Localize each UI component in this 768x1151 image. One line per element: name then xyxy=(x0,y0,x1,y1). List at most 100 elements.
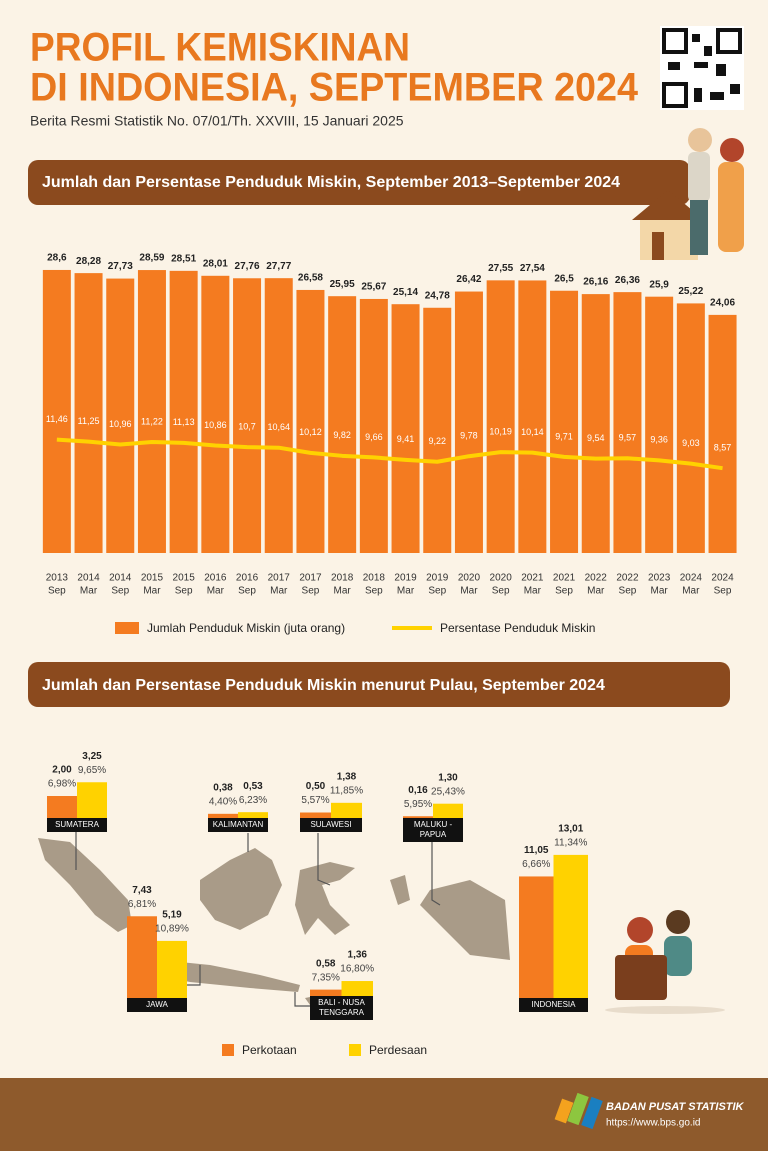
x-tick-year: 2016 xyxy=(236,573,259,584)
region-label-box: SULAWESI xyxy=(300,818,362,832)
x-tick-year: 2013 xyxy=(46,573,69,584)
bar-value-label: 27,55 xyxy=(488,263,513,274)
region-label: KALIMANTAN xyxy=(208,818,268,832)
bar-percent-label: 4,40% xyxy=(209,796,237,807)
region-label: JAWA xyxy=(127,998,187,1012)
x-tick-year: 2017 xyxy=(299,573,322,584)
bar-value-label: 28,28 xyxy=(76,256,101,267)
line-value-label: 9,36 xyxy=(650,435,668,445)
bar xyxy=(238,812,268,818)
region-label-box: SUMATERA xyxy=(47,818,107,832)
bar xyxy=(328,296,357,553)
x-tick-year: 2015 xyxy=(141,573,164,584)
legend-label: Perdesaan xyxy=(369,1043,427,1057)
region-label-box: BALI - NUSA TENGGARA xyxy=(310,996,373,1020)
bar-value-label: 27,73 xyxy=(108,261,133,272)
bar xyxy=(518,280,547,553)
bar-value-label: 11,05 xyxy=(524,845,549,856)
legend-swatch xyxy=(349,1044,361,1056)
region-label: MALUKU - PAPUA xyxy=(403,818,463,842)
bar xyxy=(169,270,198,553)
x-tick-year: 2014 xyxy=(77,573,100,584)
region-label: INDONESIA xyxy=(519,998,588,1012)
line-value-label: 9,78 xyxy=(460,431,478,441)
legend-swatch xyxy=(115,622,139,634)
bar-value-label: 3,25 xyxy=(82,751,102,762)
bar xyxy=(208,813,238,818)
bar xyxy=(553,854,588,998)
x-tick-month: Sep xyxy=(428,586,446,597)
connector-lines xyxy=(75,832,441,1007)
bar xyxy=(645,296,674,553)
bar-percent-label: 5,57% xyxy=(301,795,329,806)
illustration-people xyxy=(605,910,725,1014)
bar-value-label: 1,38 xyxy=(337,771,357,782)
line-value-label: 9,03 xyxy=(682,438,700,448)
legend-label: Persentase Penduduk Miskin xyxy=(440,621,595,635)
bar xyxy=(233,278,262,553)
bar xyxy=(264,278,293,553)
line-value-label: 9,41 xyxy=(397,434,415,444)
bar-value-label: 27,77 xyxy=(266,261,291,272)
bar-percent-label: 25,43% xyxy=(431,786,465,797)
x-tick-year: 2019 xyxy=(426,573,449,584)
bar-percent-label: 11,34% xyxy=(554,838,587,849)
qr-code xyxy=(660,26,744,110)
line-value-label: 11,46 xyxy=(46,414,68,424)
bar xyxy=(359,298,388,553)
bar-percent-label: 5,95% xyxy=(404,799,432,810)
section-header xyxy=(28,160,690,205)
legend-label: Perkotaan xyxy=(242,1043,297,1057)
line-value-label: 9,71 xyxy=(555,431,573,441)
x-tick-year: 2021 xyxy=(553,573,576,584)
bar-value-label: 26,5 xyxy=(554,273,574,284)
line-value-label: 9,82 xyxy=(333,430,351,440)
bar xyxy=(454,291,483,553)
x-tick-month: Sep xyxy=(365,586,383,597)
line-value-label: 9,54 xyxy=(587,433,605,443)
x-tick-month: Mar xyxy=(207,586,225,597)
bar xyxy=(708,314,737,553)
footer-org: BADAN PUSAT STATISTIK xyxy=(606,1101,745,1113)
x-tick-year: 2021 xyxy=(521,573,544,584)
x-tick-year: 2020 xyxy=(458,573,481,584)
bar xyxy=(47,796,77,818)
x-tick-month: Mar xyxy=(460,586,478,597)
bar-value-label: 25,14 xyxy=(393,287,418,298)
x-tick-month: Sep xyxy=(492,586,510,597)
bar xyxy=(676,303,705,553)
title-line: DI INDONESIA, SEPTEMBER 2024 xyxy=(30,66,639,110)
bar-percent-label: 11,85% xyxy=(330,785,363,796)
x-tick-year: 2018 xyxy=(363,573,386,584)
bar-value-label: 26,36 xyxy=(615,275,640,286)
bar xyxy=(341,981,373,996)
footer-url[interactable]: https://www.bps.go.id xyxy=(606,1118,701,1129)
x-tick-month: Sep xyxy=(48,586,66,597)
line-value-label: 10,19 xyxy=(489,427,512,437)
bar-value-label: 1,36 xyxy=(348,950,368,961)
bar xyxy=(613,292,642,553)
section-title: Jumlah dan Persentase Penduduk Miskin me… xyxy=(42,677,605,694)
x-tick-year: 2020 xyxy=(490,573,513,584)
bar-percent-label: 6,23% xyxy=(239,795,267,806)
bar xyxy=(127,916,157,998)
section-title: Jumlah dan Persentase Penduduk Miskin, S… xyxy=(42,174,620,191)
line-value-label: 9,66 xyxy=(365,432,383,442)
bar xyxy=(331,802,362,818)
x-tick-month: Sep xyxy=(302,586,320,597)
bar xyxy=(433,803,463,818)
x-tick-month: Mar xyxy=(270,586,288,597)
bar xyxy=(42,269,71,553)
x-tick-month: Sep xyxy=(111,586,129,597)
bar-percent-label: 6,81% xyxy=(128,899,156,910)
bps-logo xyxy=(554,1092,603,1130)
region-label: BALI - NUSA TENGGARA xyxy=(310,996,373,1020)
x-tick-month: Mar xyxy=(651,586,669,597)
bar-value-label: 28,59 xyxy=(139,253,164,264)
title-line: PROFIL KEMISKINAN xyxy=(30,26,410,70)
bar-value-label: 28,51 xyxy=(171,253,196,264)
line-value-label: 11,22 xyxy=(141,416,163,426)
bar xyxy=(201,275,230,553)
region-label: SULAWESI xyxy=(300,818,362,832)
x-tick-year: 2018 xyxy=(331,573,354,584)
